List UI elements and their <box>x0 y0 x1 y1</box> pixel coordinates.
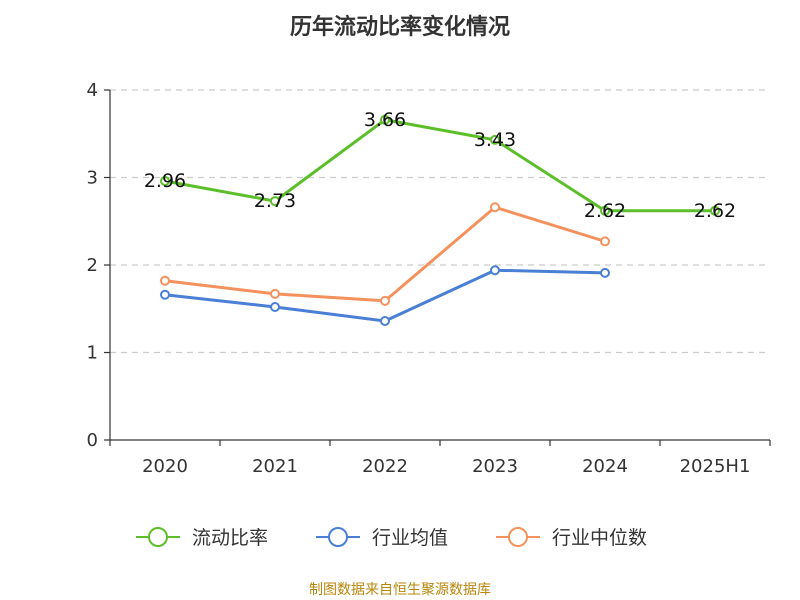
x-tick-label: 2021 <box>252 456 298 477</box>
chart-title: 历年流动比率变化情况 <box>290 14 510 40</box>
data-label: 2.73 <box>254 190 296 212</box>
axis-layer: 0 1 2 3 4 2020 2021 2022 2023 2024 2025H1 <box>87 80 771 477</box>
series-line-2 <box>164 205 606 303</box>
data-point <box>490 202 500 213</box>
data-point <box>490 134 500 145</box>
series-layer <box>160 114 720 326</box>
grid-layer <box>110 89 770 354</box>
legend-swatch-marker <box>508 527 528 547</box>
legend-label: 行业均值 <box>372 527 448 549</box>
x-tick-label: 2023 <box>472 456 518 477</box>
data-point <box>600 205 610 216</box>
data-point <box>160 275 170 286</box>
y-tick-label: 2 <box>87 255 98 276</box>
x-tick-label: 2022 <box>362 456 408 477</box>
data-point <box>600 267 610 278</box>
series-line-0 <box>164 118 715 213</box>
data-point <box>710 205 720 216</box>
data-point <box>160 289 170 300</box>
data-point <box>160 176 170 186</box>
x-tick-label: 2020 <box>142 456 188 477</box>
data-point <box>380 114 390 125</box>
data-label: 2.62 <box>694 200 736 222</box>
y-tick-label: 0 <box>87 430 98 451</box>
y-tick-label: 4 <box>87 80 98 101</box>
data-label: 3.66 <box>364 109 406 131</box>
series-line-1 <box>164 268 606 323</box>
data-point <box>270 302 280 312</box>
legend-swatch-marker <box>148 527 168 547</box>
data-point <box>380 295 390 306</box>
data-point <box>490 265 500 276</box>
legend-item: 流动比率 <box>136 527 268 549</box>
legend-label: 流动比率 <box>192 527 268 549</box>
data-label: 2.62 <box>584 200 626 222</box>
data-label-layer: 2.96 2.73 3.66 3.43 2.62 2.62 <box>144 109 736 222</box>
data-point <box>380 316 390 326</box>
legend-item: 行业均值 <box>316 527 448 549</box>
x-tick-label: 2024 <box>582 456 628 477</box>
y-tick-label: 3 <box>87 168 98 189</box>
data-label: 2.96 <box>144 170 186 192</box>
legend-label: 行业中位数 <box>552 527 647 549</box>
legend-swatch-marker <box>328 527 348 547</box>
data-point <box>600 236 610 247</box>
data-point <box>270 288 280 299</box>
source-note: 制图数据来自恒生聚源数据库 <box>309 582 491 598</box>
data-point <box>270 196 280 207</box>
x-tick-label: 2025H1 <box>680 456 751 477</box>
legend: 流动比率 行业均值 行业中位数 <box>136 527 647 549</box>
legend-item: 行业中位数 <box>496 527 647 549</box>
y-tick-label: 1 <box>87 343 98 364</box>
data-label: 3.43 <box>474 129 516 151</box>
